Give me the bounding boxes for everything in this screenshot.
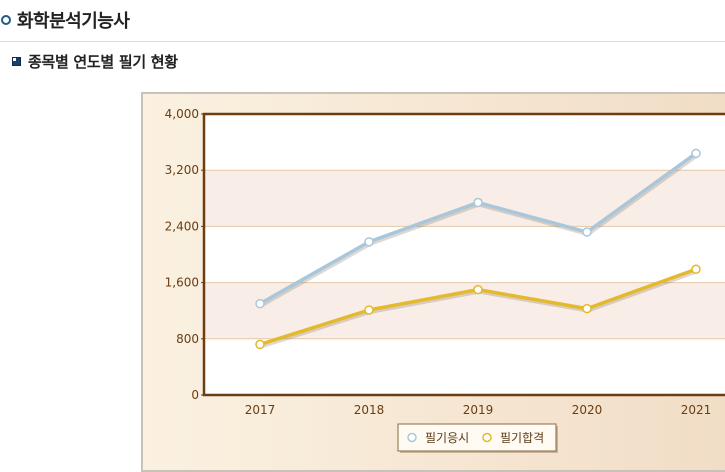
square-bullet-icon <box>12 56 21 66</box>
plot-border <box>202 112 725 397</box>
y-tick-label: 4,000 <box>165 107 199 121</box>
x-tick-label: 2019 <box>463 403 494 417</box>
legend-box <box>397 423 557 452</box>
header-divider <box>0 41 725 42</box>
data-point <box>691 264 701 275</box>
y-tick-label: 1,600 <box>165 276 199 290</box>
page-title: 화학분석기능사 <box>17 11 130 32</box>
plot-background <box>204 114 725 395</box>
bullet-circle-icon <box>1 15 11 25</box>
page-header: 화학분석기능사 <box>0 0 725 40</box>
legend-label: 필기응시 <box>425 431 469 445</box>
x-tick-label: 2017 <box>245 403 276 417</box>
data-point <box>582 303 592 314</box>
data-point <box>364 237 374 247</box>
data-point <box>255 298 265 309</box>
legend-marker <box>407 432 417 443</box>
data-point <box>582 227 592 237</box>
y-tick-label: 800 <box>176 332 199 346</box>
x-tick-label: 2020 <box>572 403 603 417</box>
y-tick-label: 2,400 <box>165 219 199 233</box>
legend-marker <box>482 432 492 443</box>
data-point <box>473 284 483 295</box>
data-point <box>691 148 701 159</box>
x-tick-label: 2021 <box>681 403 712 417</box>
x-tick-label: 2018 <box>354 403 385 417</box>
legend-label: 필기합격 <box>500 431 544 445</box>
data-point <box>364 305 374 315</box>
data-point <box>473 197 483 208</box>
section-title: 종목별 연도별 필기 현황 <box>28 52 178 71</box>
y-tick-label: 3,200 <box>165 163 199 177</box>
data-point <box>255 339 265 350</box>
y-tick-label: 0 <box>191 388 199 402</box>
grid-band <box>204 170 725 227</box>
section-header: 종목별 연도별 필기 현황 <box>12 50 178 72</box>
